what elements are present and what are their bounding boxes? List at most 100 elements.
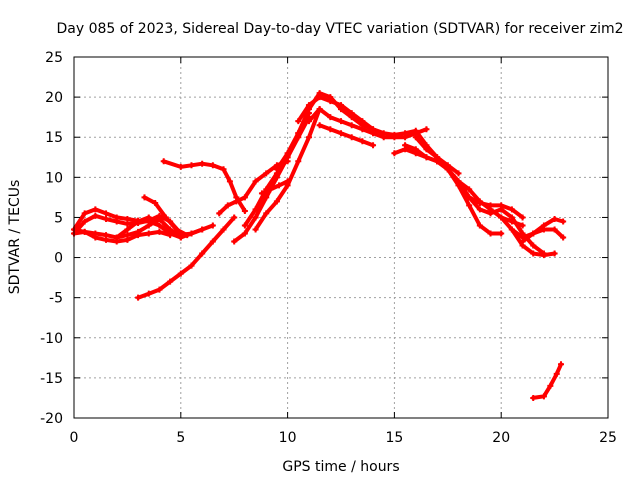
- data-point: [519, 214, 526, 221]
- data-point: [498, 230, 505, 237]
- data-point: [199, 226, 206, 233]
- y-tick-label: 20: [45, 90, 63, 106]
- series-track-24: [519, 216, 567, 245]
- data-point: [113, 234, 120, 241]
- y-tick-label: -10: [40, 331, 63, 347]
- data-point: [231, 214, 238, 221]
- data-point: [224, 202, 231, 209]
- y-tick-label: 10: [45, 170, 63, 186]
- data-point: [156, 222, 163, 229]
- data-point: [135, 218, 142, 225]
- data-point: [327, 126, 334, 133]
- data-point: [327, 98, 334, 105]
- data-point: [487, 230, 494, 237]
- series-track-17: [316, 122, 377, 149]
- data-point: [284, 178, 291, 185]
- data-point: [81, 210, 88, 217]
- data-point: [547, 382, 554, 389]
- y-tick-label: 5: [54, 210, 63, 226]
- data-point: [167, 228, 174, 235]
- data-point: [412, 146, 419, 153]
- data-point: [177, 232, 184, 239]
- data-point: [551, 216, 558, 223]
- data-point: [252, 214, 259, 221]
- series-line: [260, 179, 290, 196]
- y-tick-label: 0: [54, 251, 63, 267]
- series-track-5: [141, 194, 191, 239]
- data-point: [560, 218, 567, 225]
- x-tick-label: 5: [176, 430, 185, 446]
- series-track-7: [135, 214, 238, 301]
- series-track-14: [273, 90, 377, 173]
- x-tick-label: 0: [70, 430, 79, 446]
- data-point: [423, 146, 430, 153]
- y-tick-label: -15: [40, 371, 63, 387]
- data-point: [252, 226, 259, 233]
- data-point: [220, 166, 227, 173]
- data-point: [466, 186, 473, 193]
- data-point: [252, 178, 259, 185]
- data-point: [338, 130, 344, 137]
- data-point: [530, 242, 537, 249]
- data-point: [124, 236, 131, 243]
- series-track-25: [530, 361, 565, 401]
- data-point: [233, 198, 240, 205]
- data-point: [508, 214, 515, 221]
- data-point: [498, 214, 505, 221]
- data-point: [338, 118, 344, 125]
- data-point: [209, 238, 216, 245]
- data-point: [273, 166, 280, 173]
- data-point: [305, 134, 312, 141]
- data-point: [216, 210, 223, 217]
- data-point: [476, 206, 483, 213]
- data-point: [305, 118, 312, 125]
- data-point: [316, 122, 323, 129]
- data-point: [103, 210, 110, 217]
- data-point: [444, 166, 451, 173]
- data-point: [530, 250, 537, 257]
- series-line: [136, 215, 237, 300]
- series-layer: [71, 90, 567, 401]
- series-track-8: [160, 158, 248, 215]
- data-point: [162, 214, 169, 221]
- data-point: [92, 206, 99, 213]
- data-point: [252, 206, 259, 213]
- data-point: [145, 222, 152, 229]
- data-point: [391, 134, 398, 141]
- data-point: [241, 222, 248, 229]
- y-tick-label: 25: [45, 50, 63, 66]
- data-point: [188, 262, 195, 269]
- series-track-6: [113, 214, 216, 241]
- data-point: [476, 198, 483, 205]
- series-track-22: [498, 214, 558, 259]
- data-point: [348, 134, 355, 141]
- data-point: [402, 142, 409, 149]
- data-point: [558, 361, 565, 368]
- data-point: [359, 118, 366, 125]
- data-point: [103, 216, 110, 223]
- data-point: [402, 134, 409, 141]
- data-point: [508, 206, 515, 213]
- data-point: [145, 214, 152, 221]
- y-tick-label: -20: [40, 411, 63, 427]
- data-point: [466, 202, 473, 209]
- data-point: [141, 194, 148, 201]
- data-point: [508, 226, 515, 233]
- data-point: [135, 232, 142, 239]
- data-point: [487, 210, 494, 217]
- data-point: [359, 138, 366, 145]
- data-point: [231, 238, 238, 245]
- data-point: [348, 110, 355, 117]
- data-point: [551, 226, 558, 233]
- x-tick-label: 25: [599, 430, 617, 446]
- data-point: [476, 222, 483, 229]
- data-point: [81, 218, 88, 225]
- data-point: [316, 94, 323, 101]
- data-point: [519, 222, 526, 229]
- data-point: [519, 238, 526, 245]
- data-point: [498, 206, 505, 213]
- data-point: [167, 278, 174, 285]
- data-point: [188, 230, 195, 237]
- data-point: [92, 212, 99, 219]
- series-track-9: [216, 158, 291, 217]
